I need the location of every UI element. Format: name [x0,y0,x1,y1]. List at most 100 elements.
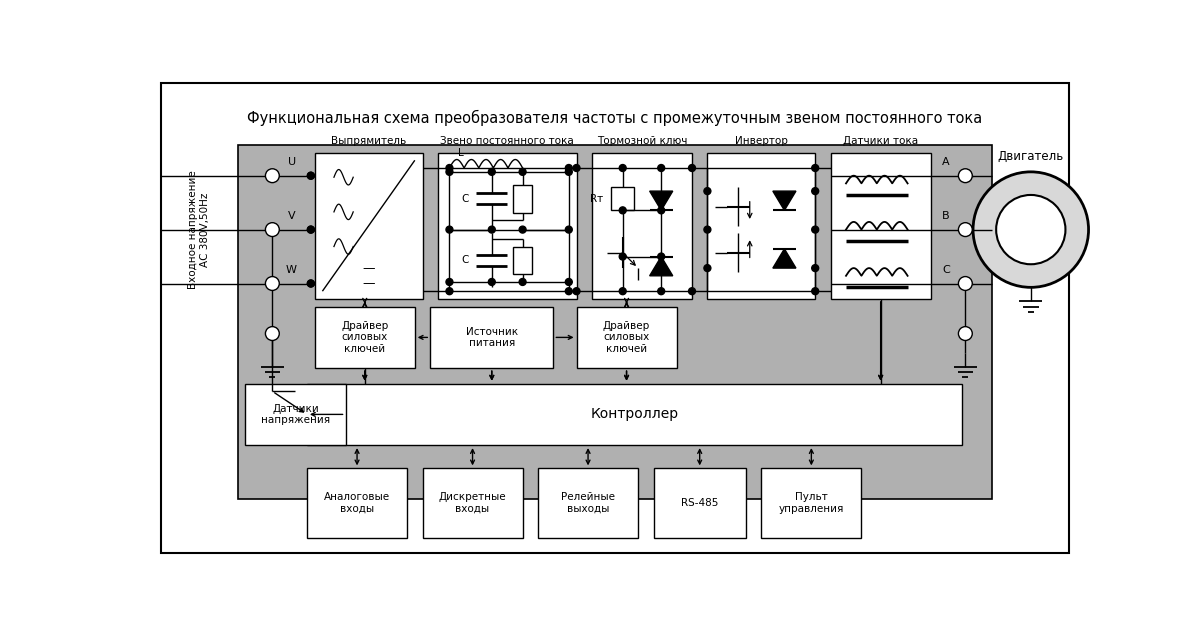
Circle shape [658,253,665,260]
Circle shape [619,164,626,171]
Circle shape [565,226,572,233]
Text: Контроллер: Контроллер [590,408,678,421]
Bar [708,152,815,299]
Circle shape [307,172,314,179]
Circle shape [488,226,496,233]
Circle shape [658,207,665,214]
Text: U: U [288,157,295,167]
Circle shape [973,172,1088,287]
Bar [431,307,553,368]
Circle shape [959,277,972,290]
Circle shape [619,288,626,295]
Circle shape [689,164,696,171]
Circle shape [265,277,280,290]
Circle shape [619,207,626,214]
Circle shape [574,288,580,295]
Text: V: V [288,211,295,220]
Circle shape [307,226,314,233]
Polygon shape [649,256,673,276]
Circle shape [811,226,818,233]
Text: L: L [458,147,464,158]
Circle shape [565,278,572,285]
Circle shape [446,226,452,233]
Circle shape [307,280,314,287]
Circle shape [520,168,526,175]
Text: Датчики тока: Датчики тока [844,136,918,146]
Text: —
—: — — [362,262,374,290]
Circle shape [565,288,572,295]
Circle shape [574,164,580,171]
Circle shape [704,226,710,233]
Circle shape [996,195,1066,264]
Circle shape [265,326,280,340]
Text: Дискретные
входы: Дискретные входы [439,492,506,514]
Text: W: W [286,265,298,275]
Circle shape [307,172,314,179]
Text: B: B [942,211,950,220]
Circle shape [689,288,696,295]
Circle shape [565,168,572,175]
Bar [246,384,346,445]
Text: C: C [461,194,469,203]
Bar [611,187,635,210]
Circle shape [520,226,526,233]
Circle shape [446,288,452,295]
Text: A: A [942,157,950,167]
Circle shape [959,326,972,340]
Circle shape [811,265,818,272]
Polygon shape [649,191,673,210]
Text: Входное напряжение
АС 380V,50Hz: Входное напряжение АС 380V,50Hz [188,170,210,289]
Circle shape [265,169,280,183]
Text: Функциональная схема преобразователя частоты с промежуточным звеном постоянного : Функциональная схема преобразователя час… [247,110,983,126]
Bar [307,468,407,537]
Text: Пульт
управления: Пульт управления [779,492,844,513]
Circle shape [811,164,818,171]
Circle shape [959,222,972,236]
Circle shape [704,188,710,195]
Polygon shape [773,191,796,210]
Bar [314,307,415,368]
Bar [830,152,931,299]
Bar [592,152,692,299]
Circle shape [619,253,626,260]
Circle shape [446,168,452,175]
Text: RS-485: RS-485 [682,498,719,508]
Bar [422,468,523,537]
Circle shape [811,188,818,195]
Polygon shape [773,249,796,268]
Text: C: C [942,265,950,275]
Circle shape [265,222,280,236]
Bar [654,468,746,537]
Circle shape [565,164,572,171]
Text: Источник
питания: Источник питания [466,326,518,348]
Circle shape [488,168,496,175]
Bar [538,468,638,537]
Bar [514,185,532,213]
Text: Драйвер
силовых
ключей: Драйвер силовых ключей [602,321,650,354]
Circle shape [811,288,818,295]
Text: Тормозной ключ: Тормозной ключ [596,136,688,146]
Circle shape [446,278,452,285]
Text: Датчики
напряжения: Датчики напряжения [260,404,330,425]
Bar [238,145,992,499]
Circle shape [488,278,496,285]
Bar [576,307,677,368]
Bar [438,152,576,299]
Bar [514,246,532,274]
Circle shape [520,278,526,285]
Text: Релейные
выходы: Релейные выходы [562,492,616,513]
Text: Аналоговые
входы: Аналоговые входы [324,492,390,513]
Circle shape [658,288,665,295]
Text: Двигатель: Двигатель [997,150,1064,163]
Bar [307,384,961,445]
Circle shape [959,169,972,183]
Text: Инвертор: Инвертор [734,136,787,146]
Text: Драйвер
силовых
ключей: Драйвер силовых ключей [341,321,389,354]
Text: Rт: Rт [590,194,604,203]
Bar [761,468,862,537]
Bar [314,152,422,299]
Circle shape [307,226,314,233]
Circle shape [658,164,665,171]
Text: Выпрямитель: Выпрямитель [331,136,407,146]
Circle shape [704,265,710,272]
